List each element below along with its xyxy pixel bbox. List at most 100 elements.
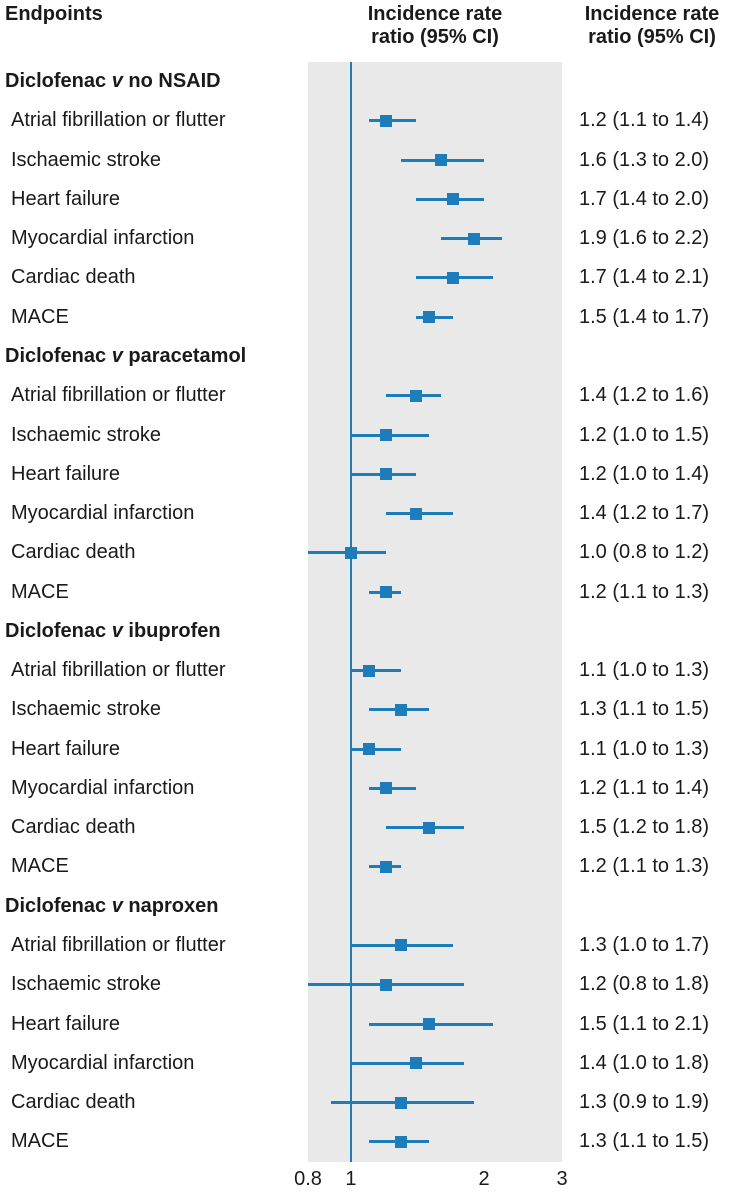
endpoint-row: Heart failure 1.2 (1.0 to 1.4) <box>0 455 742 494</box>
endpoint-plot-cell <box>308 533 562 572</box>
estimate-ci-text: 1.1 (1.0 to 1.3) <box>579 659 710 682</box>
point-estimate-marker <box>395 1135 408 1148</box>
endpoint-label: Cardiac death <box>11 1091 136 1114</box>
endpoint-row: Myocardial infarction 1.4 (1.0 to 1.8) <box>0 1044 742 1083</box>
endpoint-row: Atrial fibrillation or flutter 1.1 (1.0 t… <box>0 651 742 690</box>
endpoint-plot-cell <box>308 298 562 337</box>
endpoint-plot-cell <box>308 376 562 415</box>
confidence-interval-line <box>350 747 402 751</box>
point-estimate-marker <box>379 782 392 795</box>
estimate-ci-text: 1.5 (1.2 to 1.8) <box>579 816 710 839</box>
point-estimate-marker <box>435 154 448 167</box>
endpoint-plot-cell <box>308 965 562 1004</box>
endpoint-row: Ischaemic stroke 1.3 (1.1 to 1.5) <box>0 690 742 729</box>
endpoint-row: Heart failure 1.7 (1.4 to 2.0) <box>0 180 742 219</box>
endpoint-plot-cell <box>308 494 562 533</box>
endpoint-plot-cell <box>308 730 562 769</box>
endpoint-plot-cell <box>308 1044 562 1083</box>
endpoint-plot-cell <box>308 1004 562 1043</box>
point-estimate-marker <box>409 1057 422 1070</box>
endpoint-label: Myocardial infarction <box>11 1051 195 1074</box>
group-plot-cell <box>308 337 562 376</box>
estimate-ci-text: 1.2 (1.1 to 1.4) <box>579 776 710 799</box>
estimate-ci-text: 1.2 (1.1 to 1.3) <box>579 580 710 603</box>
group-header-label: Diclofenac v no NSAID <box>5 70 221 93</box>
point-estimate-marker <box>379 114 392 127</box>
endpoint-plot-cell <box>308 101 562 140</box>
endpoint-plot-cell <box>308 141 562 180</box>
estimate-ci-text: 1.5 (1.1 to 2.1) <box>579 1012 710 1035</box>
point-estimate-marker <box>379 429 392 442</box>
endpoint-label: Atrial fibrillation or flutter <box>11 659 226 682</box>
point-estimate-marker <box>409 389 422 402</box>
endpoint-label: MACE <box>11 305 69 328</box>
point-estimate-marker <box>395 703 408 716</box>
estimate-ci-text: 1.2 (1.1 to 1.4) <box>579 109 710 132</box>
endpoint-label: Cardiac death <box>11 266 136 289</box>
endpoint-row: Cardiac death 1.0 (0.8 to 1.2) <box>0 533 742 572</box>
endpoint-row: Atrial fibrillation or flutter 1.4 (1.2 t… <box>0 376 742 415</box>
endpoint-row: MACE 1.2 (1.1 to 1.3) <box>0 847 742 886</box>
endpoint-plot-cell <box>308 847 562 886</box>
endpoint-plot-cell <box>308 808 562 847</box>
endpoint-row: MACE 1.3 (1.1 to 1.5) <box>0 1122 742 1161</box>
point-estimate-marker <box>446 193 459 206</box>
endpoint-label: Heart failure <box>11 187 120 210</box>
endpoint-label: MACE <box>11 855 69 878</box>
estimate-ci-text: 1.4 (1.0 to 1.8) <box>579 1051 710 1074</box>
estimate-ci-text: 1.2 (1.1 to 1.3) <box>579 855 710 878</box>
group-plot-cell <box>308 62 562 101</box>
endpoint-plot-cell <box>308 415 562 454</box>
endpoint-plot-cell <box>308 1122 562 1161</box>
endpoint-label: Heart failure <box>11 462 120 485</box>
point-estimate-marker <box>422 311 435 324</box>
endpoint-plot-cell <box>308 690 562 729</box>
endpoint-row: Cardiac death 1.3 (0.9 to 1.9) <box>0 1083 742 1122</box>
endpoint-label: Heart failure <box>11 1012 120 1035</box>
endpoint-plot-cell <box>308 258 562 297</box>
estimate-ci-text: 1.5 (1.4 to 1.7) <box>579 305 710 328</box>
endpoint-label: MACE <box>11 1130 69 1153</box>
confidence-interval-line <box>350 669 402 673</box>
point-estimate-marker <box>468 232 481 245</box>
estimate-ci-text: 1.2 (0.8 to 1.8) <box>579 973 710 996</box>
values-column-header: Incidence rate ratio (95% CI) <box>584 3 720 48</box>
group-header-label: Diclofenac v naproxen <box>5 894 219 917</box>
point-estimate-marker <box>422 821 435 834</box>
point-estimate-marker <box>363 664 376 677</box>
endpoint-plot-cell <box>308 651 562 690</box>
point-estimate-marker <box>395 1096 408 1109</box>
estimate-ci-text: 1.6 (1.3 to 2.0) <box>579 148 710 171</box>
reference-line <box>349 62 352 1162</box>
point-estimate-marker <box>363 743 376 756</box>
x-axis-tick-label: 3 <box>556 1168 568 1190</box>
endpoint-label: Myocardial infarction <box>11 227 195 250</box>
point-estimate-marker <box>379 586 392 599</box>
endpoint-label: Ischaemic stroke <box>11 973 162 996</box>
endpoint-row: Cardiac death 1.7 (1.4 to 2.1) <box>0 258 742 297</box>
endpoint-row: Heart failure 1.5 (1.1 to 2.1) <box>0 1004 742 1043</box>
x-axis-tick-label: 1 <box>345 1168 357 1190</box>
versus-italic: v <box>111 344 123 367</box>
estimate-ci-text: 1.3 (1.0 to 1.7) <box>579 933 710 956</box>
endpoint-label: Ischaemic stroke <box>11 423 162 446</box>
estimate-ci-text: 1.2 (1.0 to 1.5) <box>579 423 710 446</box>
group-plot-cell <box>308 887 562 926</box>
endpoint-plot-cell <box>308 1083 562 1122</box>
endpoint-row: Ischaemic stroke 1.2 (1.0 to 1.5) <box>0 415 742 454</box>
point-estimate-marker <box>395 939 408 952</box>
endpoint-plot-cell <box>308 769 562 808</box>
confidence-interval-line <box>369 786 416 790</box>
endpoint-row: Myocardial infarction 1.9 (1.6 to 2.2) <box>0 219 742 258</box>
endpoint-row: Ischaemic stroke 1.2 (0.8 to 1.8) <box>0 965 742 1004</box>
endpoint-row: Heart failure 1.1 (1.0 to 1.3) <box>0 730 742 769</box>
estimate-ci-text: 1.0 (0.8 to 1.2) <box>579 541 710 564</box>
versus-italic: v <box>111 894 123 917</box>
versus-italic: v <box>111 619 123 642</box>
estimate-ci-text: 1.3 (0.9 to 1.9) <box>579 1091 710 1114</box>
estimate-ci-text: 1.9 (1.6 to 2.2) <box>579 227 710 250</box>
endpoint-label: Myocardial infarction <box>11 502 195 525</box>
endpoint-plot-cell <box>308 572 562 611</box>
endpoint-row: Atrial fibrillation or flutter 1.2 (1.1 t… <box>0 101 742 140</box>
